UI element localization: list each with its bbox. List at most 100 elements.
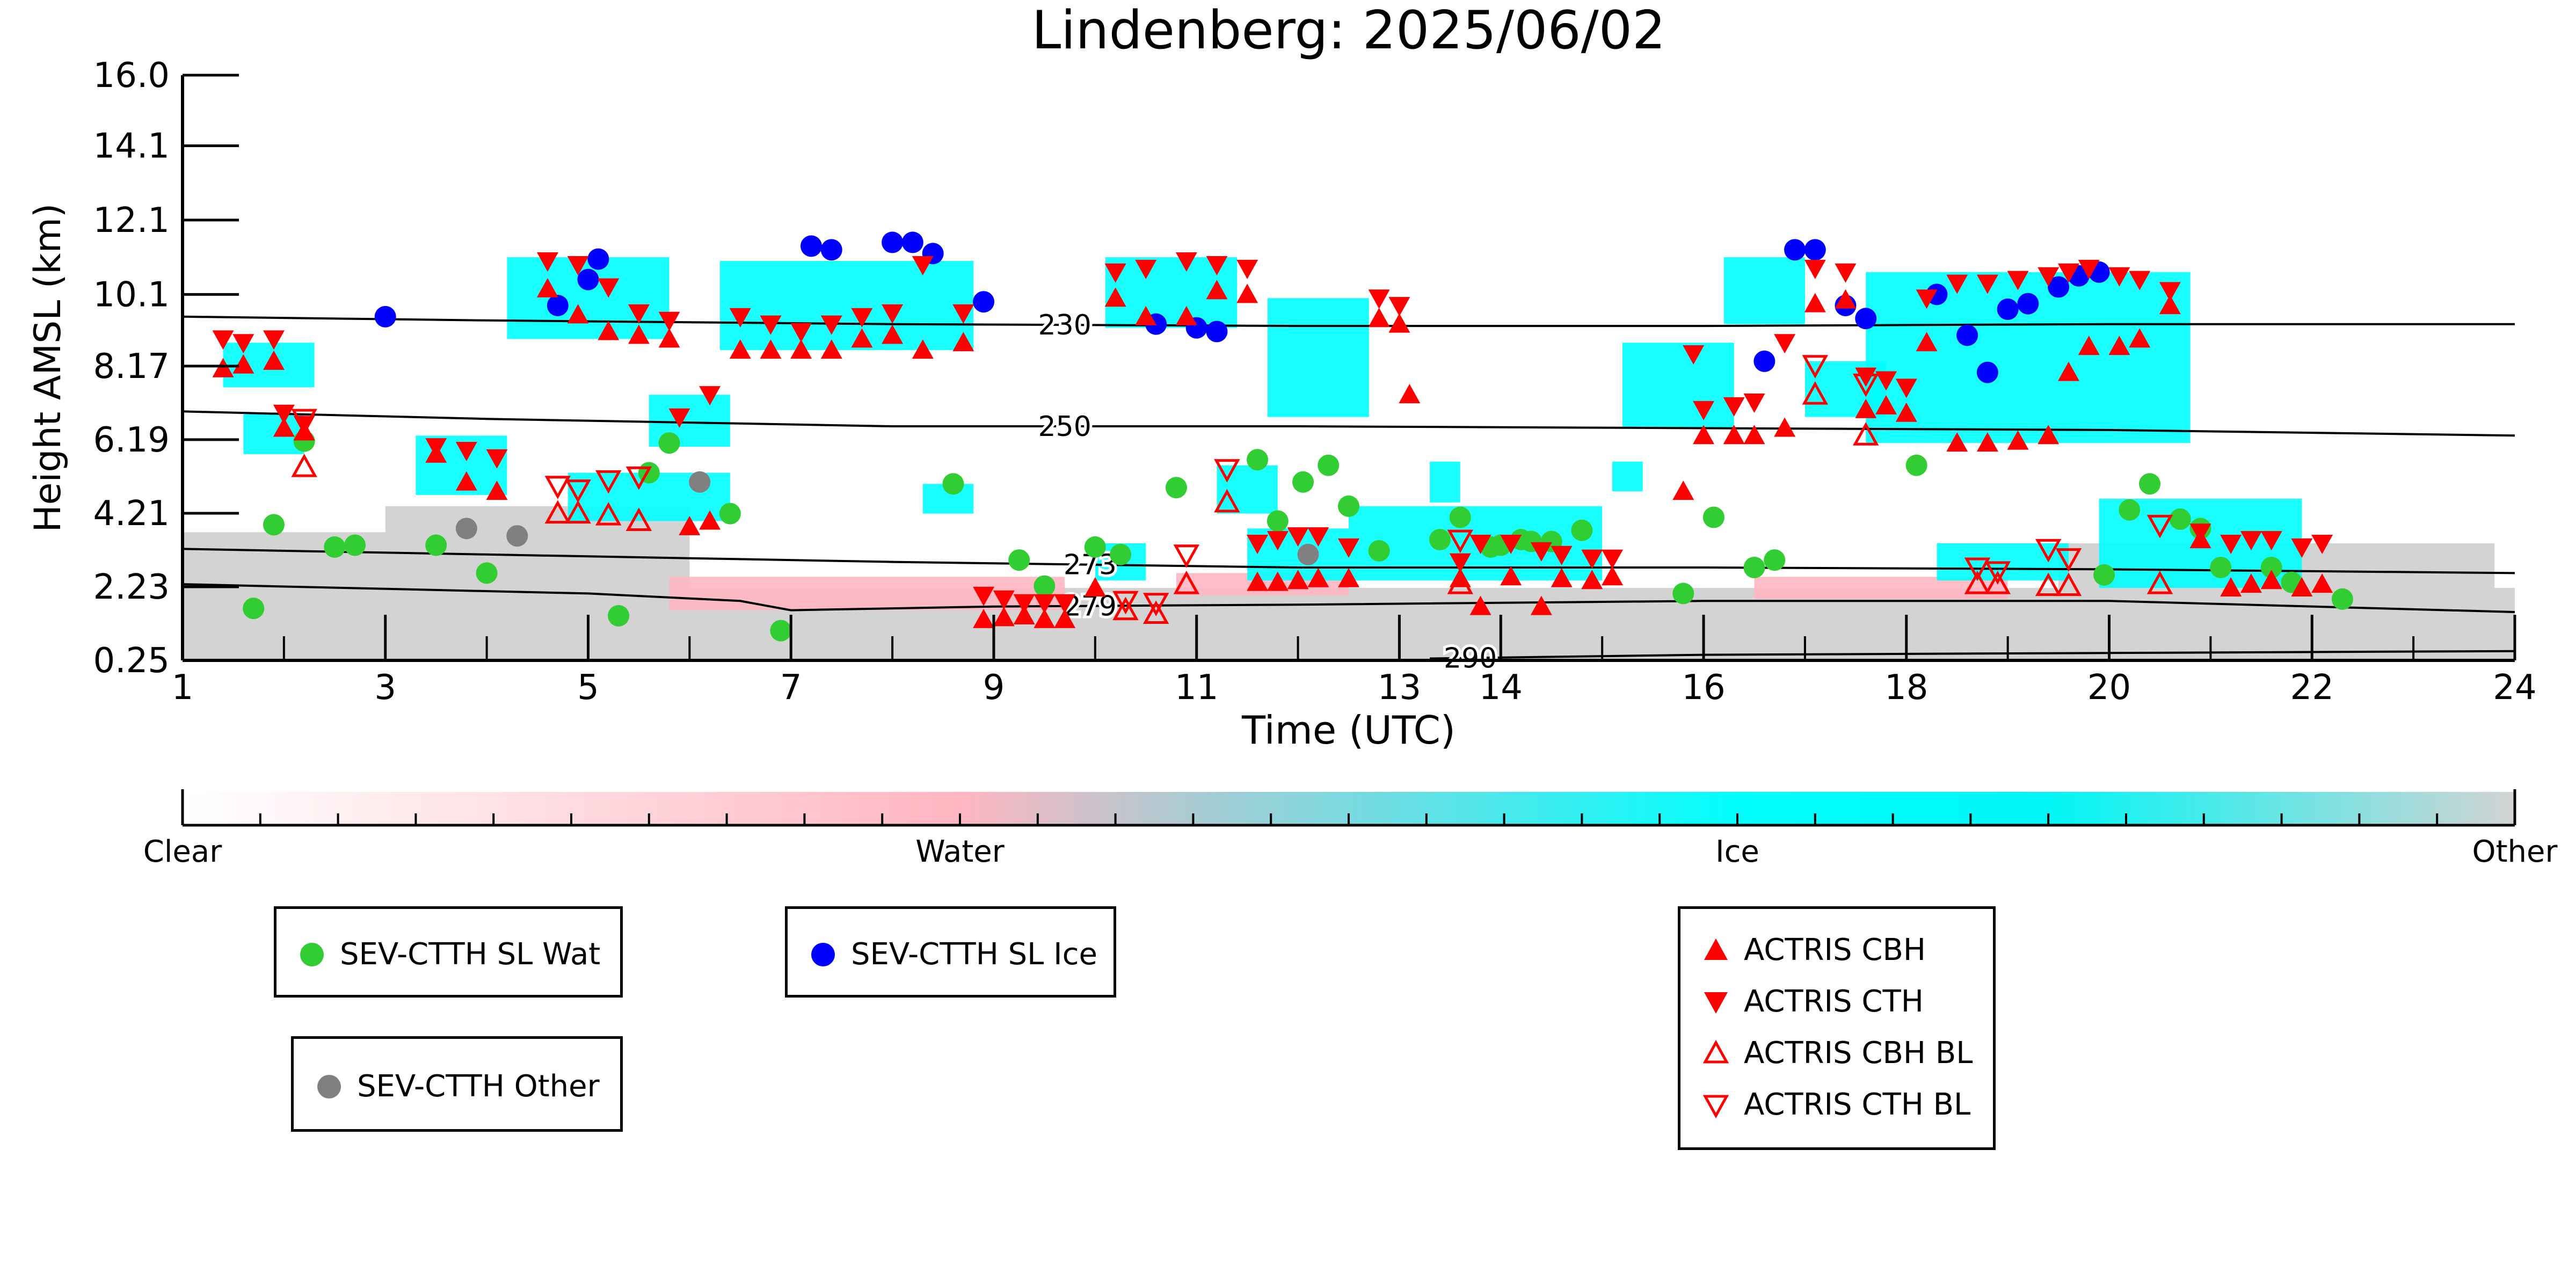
- data-point: [882, 304, 904, 324]
- data-point: [952, 304, 974, 324]
- data-point: [760, 339, 782, 359]
- series-actris-cth-bl: [291, 355, 2173, 616]
- data-point: [536, 278, 558, 297]
- data-point: [273, 404, 295, 424]
- cloud-region-ice: [1612, 461, 1643, 492]
- data-point: [486, 481, 508, 500]
- data-point: [1110, 543, 1132, 565]
- data-point: [1784, 239, 1806, 261]
- cloud-region-ice: [720, 261, 974, 351]
- x-tick-label: 20: [2087, 668, 2131, 708]
- legend-label-ice: SEV-CTTH SL Ice: [851, 937, 1097, 972]
- data-point: [1214, 489, 1240, 513]
- data-point: [942, 473, 964, 495]
- data-point: [598, 278, 620, 298]
- data-point: [1602, 566, 1624, 586]
- data-point: [1855, 308, 1877, 330]
- data-point: [455, 471, 477, 491]
- data-point: [625, 507, 652, 531]
- data-point: [587, 248, 609, 270]
- isotherm-label: 230: [1038, 309, 1091, 341]
- y-tick-label: 4.21: [93, 494, 170, 534]
- data-point: [547, 295, 569, 317]
- data-point: [1693, 401, 1715, 420]
- data-point: [1852, 422, 1879, 446]
- data-point: [1008, 549, 1030, 571]
- data-point: [1804, 293, 1826, 312]
- data-point: [952, 332, 974, 352]
- data-point: [882, 324, 904, 344]
- data-point: [2311, 535, 2333, 554]
- data-point: [851, 328, 873, 348]
- data-point: [1551, 545, 1573, 565]
- data-point: [1672, 481, 1694, 500]
- data-point: [1338, 495, 1359, 517]
- data-point: [565, 500, 591, 524]
- data-point: [1956, 324, 1978, 346]
- data-point: [232, 354, 254, 374]
- data-point: [668, 408, 690, 428]
- data-point: [1267, 510, 1289, 532]
- data-point: [2108, 336, 2130, 355]
- data-point: [973, 608, 995, 628]
- data-point: [1143, 600, 1169, 624]
- data-point: [212, 330, 234, 350]
- data-point: [595, 470, 622, 494]
- data-point: [1835, 289, 1857, 309]
- data-point: [1743, 556, 1765, 578]
- x-tick-label: 3: [374, 668, 396, 708]
- data-point: [1054, 608, 1076, 628]
- data-point: [2240, 573, 2262, 593]
- data-point: [1267, 571, 1289, 591]
- data-point: [1802, 355, 1829, 379]
- colorbar-label: Other: [2472, 834, 2558, 869]
- data-point: [567, 304, 589, 324]
- data-point: [1804, 259, 1826, 279]
- data-point: [1895, 402, 1917, 422]
- data-point: [1946, 432, 1968, 452]
- data-point: [2017, 293, 2039, 315]
- data-point: [628, 324, 650, 344]
- legend-label-wat: SEV-CTTH SL Wat: [340, 937, 601, 972]
- legend-label-cbh: ACTRIS CBH: [1744, 933, 1926, 967]
- data-point: [1247, 535, 1269, 554]
- data-point: [1895, 379, 1917, 398]
- data-point: [2291, 538, 2313, 558]
- data-point: [1307, 567, 1329, 587]
- data-point: [973, 291, 995, 313]
- data-point: [1875, 371, 1897, 391]
- data-point: [2159, 282, 2181, 302]
- data-point: [1916, 289, 1938, 309]
- data-point: [1206, 256, 1228, 275]
- data-point: [595, 501, 622, 526]
- data-point: [1469, 535, 1491, 554]
- x-tick-label: 22: [2290, 668, 2334, 708]
- data-point: [1672, 583, 1694, 605]
- data-point: [1964, 570, 1991, 594]
- cloud-region-ice: [1267, 298, 1369, 417]
- data-point: [2220, 577, 2242, 597]
- data-point: [1247, 571, 1269, 591]
- data-point: [1997, 299, 2019, 320]
- data-point: [536, 252, 558, 272]
- data-point: [1905, 454, 1927, 476]
- data-point: [1723, 425, 1745, 445]
- data-point: [2035, 572, 2062, 596]
- data-point: [1802, 381, 1829, 405]
- data-point: [425, 534, 447, 556]
- x-tick-label: 13: [1378, 668, 1421, 708]
- colorbar-label: Clear: [143, 834, 222, 869]
- cloud-region-other: [183, 588, 2515, 660]
- data-point: [790, 339, 812, 359]
- data-point: [2331, 588, 2353, 610]
- data-point: [1173, 544, 1200, 568]
- data-point: [1723, 397, 1745, 417]
- data-point: [2129, 328, 2151, 348]
- triangle-down-icon: [1704, 992, 1728, 1014]
- isotherm-line: [182, 315, 2515, 328]
- data-point: [1112, 591, 1139, 615]
- data-point: [1774, 334, 1796, 354]
- legend-sev-other: SEV-CTTH Other: [291, 1036, 623, 1132]
- data-point: [2119, 499, 2141, 521]
- data-point: [565, 479, 591, 503]
